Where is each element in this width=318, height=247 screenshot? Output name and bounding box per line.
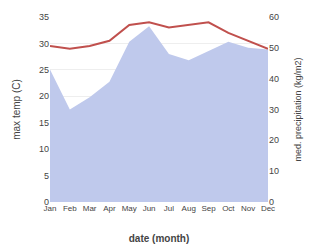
svg-text:20: 20 — [39, 91, 49, 101]
svg-text:Jul: Jul — [164, 204, 174, 213]
svg-text:30: 30 — [39, 39, 49, 49]
svg-text:Aug: Aug — [182, 204, 196, 213]
svg-text:date (month): date (month) — [129, 233, 190, 244]
svg-text:Jun: Jun — [143, 204, 156, 213]
svg-text:0: 0 — [44, 197, 49, 207]
svg-text:Jan: Jan — [44, 204, 57, 213]
svg-text:60: 60 — [269, 12, 279, 22]
svg-text:50: 50 — [269, 43, 279, 53]
svg-text:Feb: Feb — [63, 204, 77, 213]
svg-text:Oct: Oct — [222, 204, 235, 213]
svg-text:35: 35 — [39, 12, 49, 22]
svg-text:40: 40 — [269, 74, 279, 84]
svg-text:May: May — [122, 204, 137, 213]
svg-text:Sep: Sep — [201, 204, 216, 213]
svg-text:max temp (C): max temp (C) — [11, 79, 22, 140]
svg-text:30: 30 — [269, 105, 279, 115]
svg-text:Apr: Apr — [103, 204, 116, 213]
svg-text:Mar: Mar — [83, 204, 97, 213]
svg-text:10: 10 — [39, 144, 49, 154]
svg-text:med. precipitation (kg/m2): med. precipitation (kg/m2) — [293, 57, 303, 161]
svg-text:20: 20 — [269, 135, 279, 145]
svg-text:5: 5 — [44, 171, 49, 181]
svg-text:15: 15 — [39, 118, 49, 128]
svg-text:25: 25 — [39, 65, 49, 75]
svg-text:Dec: Dec — [261, 204, 275, 213]
svg-text:Nov: Nov — [241, 204, 255, 213]
svg-text:10: 10 — [269, 166, 279, 176]
svg-text:0: 0 — [269, 197, 274, 207]
